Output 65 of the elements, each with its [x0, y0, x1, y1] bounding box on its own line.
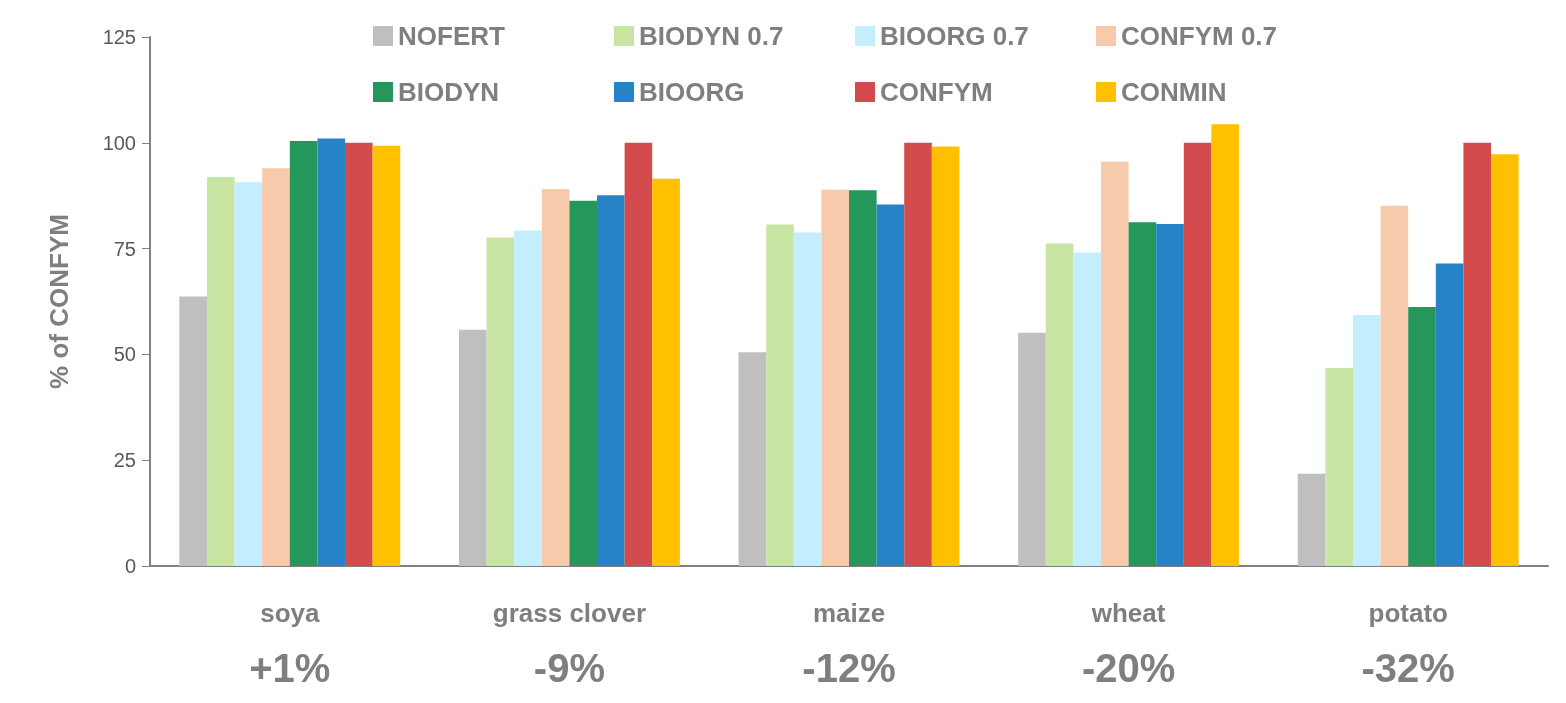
y-tick-label: 75: [113, 237, 136, 260]
legend-label: BIODYN 0.7: [639, 21, 784, 51]
bar: [849, 190, 877, 566]
bar: [486, 237, 515, 566]
bar: [766, 224, 794, 566]
x-tick-label: grass clover: [492, 598, 647, 628]
text: -20%: [1081, 646, 1176, 690]
bar: [652, 178, 680, 566]
bar: [1352, 315, 1381, 566]
bar: [234, 182, 263, 566]
bar: [317, 138, 346, 566]
bar: [345, 142, 373, 566]
bar: [1408, 307, 1436, 566]
bar: [876, 204, 905, 566]
text: +1%: [249, 646, 331, 690]
text: -32%: [1361, 646, 1455, 690]
text: -12%: [802, 646, 896, 690]
bar: [793, 232, 822, 566]
bar: [597, 195, 625, 566]
bar: [1183, 142, 1212, 566]
text: -9%: [533, 646, 605, 690]
y-tick-label: 0: [124, 555, 136, 577]
legend-label: NOFERT: [398, 21, 505, 51]
bar: [821, 189, 849, 566]
bar: [458, 329, 487, 566]
bar: [206, 177, 235, 566]
bar: [1491, 154, 1519, 566]
bar: [289, 141, 318, 566]
bar: [931, 146, 960, 566]
bar: [1325, 367, 1353, 566]
x-tick-label: soya: [260, 598, 320, 628]
x-tick-label: wheat: [1090, 598, 1166, 628]
legend-label: CONFYM 0.7: [1121, 21, 1278, 51]
legend-label: BIOORG 0.7: [880, 21, 1029, 51]
bar: [1073, 252, 1101, 566]
y-tick-label: 125: [102, 26, 136, 48]
legend-label: BIODYN: [398, 77, 500, 107]
bar: [1128, 222, 1157, 566]
y-tick-label: 25: [113, 449, 136, 472]
y-axis-title: % of CONFYM: [44, 214, 74, 389]
bar: [514, 230, 542, 566]
bar: [1463, 142, 1492, 566]
x-tick-label: maize: [812, 598, 886, 628]
bar: [1100, 161, 1129, 566]
legend-label: CONFYM: [880, 77, 993, 107]
bar: [1045, 243, 1074, 566]
bar: [1380, 205, 1409, 566]
bar: [1297, 473, 1326, 566]
y-tick-label: 100: [102, 131, 136, 154]
bar: [1435, 263, 1464, 566]
bar: [904, 142, 932, 566]
y-tick-label: 50: [113, 343, 136, 366]
bar: [624, 142, 653, 566]
bar: [1018, 332, 1046, 566]
bar: [262, 168, 290, 566]
x-tick-label: potato: [1368, 598, 1448, 628]
legend-label: BIOORG: [639, 77, 745, 107]
bar: [372, 145, 401, 566]
legend-label: CONMIN: [1121, 77, 1227, 107]
bar: [569, 200, 598, 566]
bar: [1211, 124, 1240, 566]
bar: [541, 188, 570, 566]
bar: [1156, 224, 1184, 566]
bar: [738, 352, 767, 566]
bar: [179, 296, 207, 566]
